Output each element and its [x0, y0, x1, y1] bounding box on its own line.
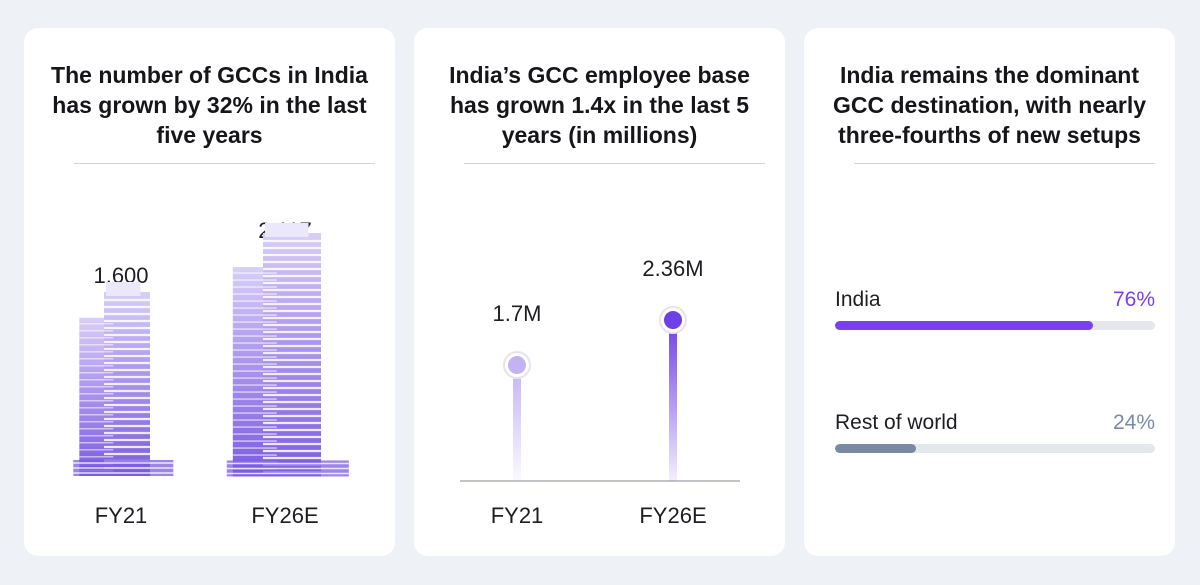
divider — [74, 163, 375, 164]
stem-fy21 — [513, 365, 521, 481]
employee-base-card: India’s GCC employee base has grown 1.4x… — [414, 28, 785, 556]
bar-track-india — [835, 321, 1155, 330]
destination-title: India remains the dominant GCC destinati… — [832, 62, 1147, 148]
category-label-fy26e: FY26E — [251, 503, 319, 528]
bar-value-india: 76% — [1112, 288, 1155, 311]
building-bar-fy26e — [226, 222, 349, 476]
value-label-fy21: 1.7M — [492, 301, 542, 327]
category-label-fy26e: FY26E — [639, 503, 707, 528]
destination-card: India remains the dominant GCC destinati… — [804, 28, 1175, 556]
gcc-count-card: The number of GCCs in India has grown by… — [24, 28, 395, 556]
point-fy26e — [664, 311, 682, 330]
bar-fill-rest-of-world — [835, 444, 917, 453]
category-label-fy21: FY21 — [94, 503, 148, 528]
stem-fy26e — [669, 320, 677, 481]
gcc-count-title: The number of GCCs in India has grown by… — [51, 62, 368, 148]
building-bar-fy21 — [71, 282, 174, 476]
bar-fill-india — [835, 321, 1093, 330]
bar-label-india: India — [835, 288, 881, 311]
lollipop-chart — [460, 306, 740, 482]
point-fy21 — [508, 356, 526, 375]
bar-value-rest-of-world: 24% — [1112, 411, 1155, 434]
employee-base-title: India’s GCC employee base has grown 1.4x… — [449, 62, 750, 148]
divider — [464, 163, 765, 164]
category-label-fy21: FY21 — [490, 503, 544, 528]
divider — [854, 163, 1155, 164]
bar-label-rest-of-world: Rest of world — [835, 411, 958, 434]
value-label-fy26e: 2.36M — [642, 256, 704, 282]
bar-track-rest-of-world — [835, 444, 1155, 453]
